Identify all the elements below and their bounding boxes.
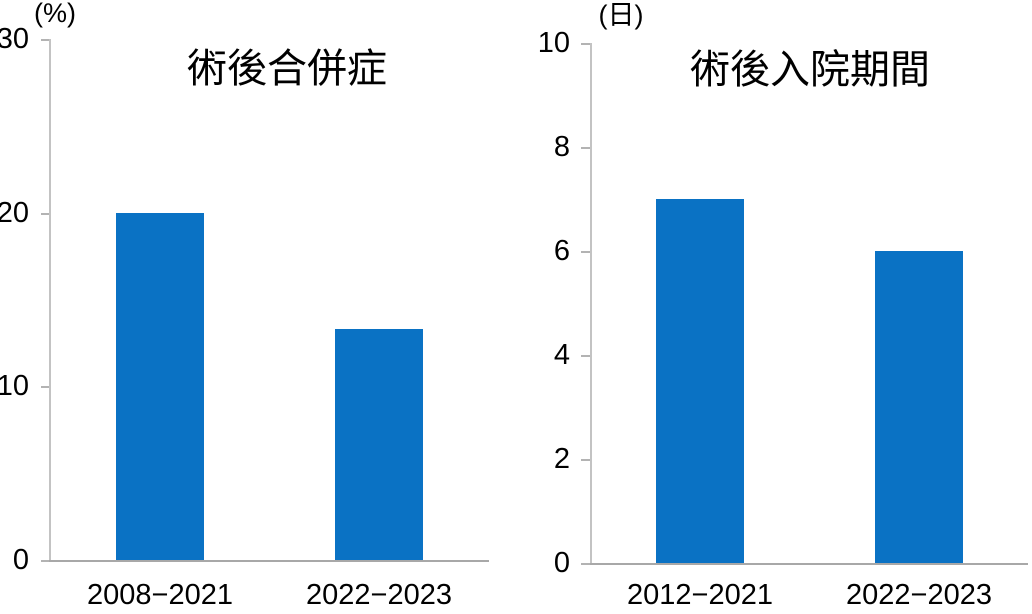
y-tick-label: 0: [553, 547, 570, 579]
y-tick: [581, 147, 590, 149]
x-axis-line: [49, 560, 489, 562]
x-category-label: 2022−2023: [846, 579, 992, 611]
y-tick-label: 10: [537, 27, 570, 59]
x-category-label: 2022−2023: [306, 579, 452, 611]
y-tick: [581, 563, 590, 565]
left-chart-title: 術後合併症: [187, 47, 387, 91]
y-tick-label: 2: [553, 443, 570, 475]
y-tick-label: 6: [553, 235, 570, 267]
y-tick: [41, 386, 49, 388]
y-axis-line: [590, 43, 592, 565]
right-chart-title: 術後入院期間: [690, 48, 930, 92]
left-y-axis-unit-label: (%): [34, 0, 76, 28]
y-tick-label: 4: [553, 339, 570, 371]
y-tick-label: 8: [553, 131, 570, 163]
y-tick-label: 0: [12, 544, 29, 576]
y-tick: [581, 251, 590, 253]
x-category-label: 2008−2021: [87, 579, 233, 611]
right-y-axis-unit-label: (日): [598, 0, 644, 30]
x-axis-line: [590, 563, 1028, 565]
y-tick-label: 10: [0, 370, 29, 402]
bar: [335, 329, 423, 560]
y-axis-line: [49, 39, 51, 562]
y-tick-label: 30: [0, 23, 29, 55]
x-category-label: 2012−2021: [627, 579, 773, 611]
bar: [875, 251, 963, 563]
bar: [116, 213, 204, 560]
y-tick: [581, 43, 590, 45]
bar: [656, 199, 744, 563]
y-tick: [581, 355, 590, 357]
y-tick: [41, 560, 49, 562]
y-tick: [581, 459, 590, 461]
y-tick-label: 20: [0, 197, 29, 229]
y-tick: [41, 213, 49, 215]
y-tick: [41, 39, 49, 41]
